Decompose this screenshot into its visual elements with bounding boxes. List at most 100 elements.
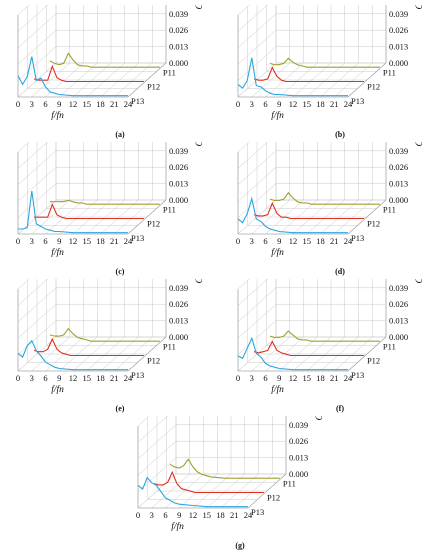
x-tick-label: 21 bbox=[230, 510, 239, 520]
z-tick-label: 0.039 bbox=[389, 283, 408, 293]
z-axis-label: Cp bbox=[415, 279, 425, 284]
series-label-p13: P13 bbox=[351, 96, 364, 106]
x-axis-label: f/fn bbox=[51, 247, 64, 258]
x-tick-label: 3 bbox=[30, 236, 34, 246]
x-tick-label: 15 bbox=[203, 510, 212, 520]
z-tick-label: 0.013 bbox=[169, 179, 188, 189]
z-tick-label: 0.000 bbox=[389, 332, 408, 342]
chart-grid bbox=[237, 5, 387, 98]
x-tick-label: 6 bbox=[43, 236, 47, 246]
x-tick-label: 6 bbox=[43, 373, 47, 383]
z-tick-label: 0.000 bbox=[389, 195, 408, 205]
x-tick-label: 15 bbox=[303, 373, 312, 383]
series-label-p12: P12 bbox=[147, 219, 160, 229]
x-tick-label: 21 bbox=[330, 236, 339, 246]
chart-panel-6: P11P12P1303691215182124f/fn0.0650.0520.0… bbox=[236, 279, 425, 413]
z-tick-label: 0.000 bbox=[289, 469, 308, 479]
z-tick-label: 0.000 bbox=[169, 195, 188, 205]
series-label-p13: P13 bbox=[131, 370, 144, 380]
x-tick-label: 6 bbox=[263, 236, 267, 246]
z-tick-label: 0.000 bbox=[169, 332, 188, 342]
x-axis-label: f/fn bbox=[271, 110, 284, 121]
x-tick-label: 21 bbox=[330, 373, 339, 383]
x-tick-label: 24 bbox=[124, 236, 133, 246]
x-tick-label: 24 bbox=[344, 236, 353, 246]
series-line-p12 bbox=[253, 340, 364, 357]
series-label-p11: P11 bbox=[163, 204, 176, 214]
series-line-p13 bbox=[18, 191, 128, 234]
series-label-p12: P12 bbox=[367, 82, 380, 92]
x-tick-label: 3 bbox=[250, 236, 254, 246]
x-tick-label: 9 bbox=[177, 510, 181, 520]
x-tick-label: 6 bbox=[163, 510, 167, 520]
x-tick-label: 12 bbox=[289, 373, 298, 383]
chart-panel-2: P11P12P1303691215182124f/fn0.0650.0520.0… bbox=[236, 5, 425, 139]
series-line-p13 bbox=[237, 196, 348, 234]
x-tick-label: 21 bbox=[110, 99, 119, 109]
x-tick-label: 0 bbox=[236, 99, 240, 109]
z-tick-label: 0.039 bbox=[169, 146, 188, 156]
series-label-p11: P11 bbox=[383, 341, 396, 351]
series-line-p13 bbox=[17, 339, 128, 371]
series-line-p12 bbox=[33, 64, 144, 83]
x-tick-label: 3 bbox=[250, 373, 254, 383]
chart-grid bbox=[237, 142, 387, 235]
z-tick-label: 0.026 bbox=[389, 299, 408, 309]
series-label-p11: P11 bbox=[163, 67, 176, 77]
x-tick-label: 6 bbox=[43, 99, 47, 109]
z-tick-label: 0.013 bbox=[289, 453, 308, 463]
series-line-p12 bbox=[253, 66, 364, 83]
panel-label: (a) bbox=[115, 130, 125, 139]
x-tick-label: 0 bbox=[136, 510, 140, 520]
x-tick-label: 3 bbox=[150, 510, 154, 520]
chart-panel-1: P11P12P1303691215182124f/fn0.0650.0520.0… bbox=[16, 5, 205, 139]
x-tick-label: 0 bbox=[236, 373, 240, 383]
x-tick-label: 9 bbox=[57, 236, 61, 246]
chart-panel-4: P11P12P1303691215182124f/fn0.0650.0520.0… bbox=[236, 142, 425, 276]
x-tick-label: 0 bbox=[236, 236, 240, 246]
series-line-p13 bbox=[17, 56, 128, 97]
series-label-p13: P13 bbox=[351, 370, 364, 380]
x-tick-label: 0 bbox=[16, 99, 20, 109]
chart-grid bbox=[17, 279, 167, 372]
z-axis-label: Cp bbox=[195, 279, 205, 284]
x-tick-label: 18 bbox=[316, 99, 325, 109]
z-axis-label: Cp bbox=[195, 142, 205, 147]
series-label-p11: P11 bbox=[163, 341, 176, 351]
series-label-p13: P13 bbox=[131, 233, 144, 243]
chart-grid bbox=[17, 142, 167, 235]
x-tick-label: 12 bbox=[289, 236, 298, 246]
x-tick-label: 18 bbox=[96, 99, 105, 109]
panel-label: (d) bbox=[335, 267, 345, 276]
series-line-p11 bbox=[49, 327, 160, 342]
panel-label: (f) bbox=[336, 404, 344, 413]
x-tick-label: 18 bbox=[216, 510, 225, 520]
series-label-p13: P13 bbox=[131, 96, 144, 106]
series-line-p12 bbox=[253, 201, 364, 220]
z-axis-label: Cp bbox=[315, 416, 325, 421]
z-axis-label: Cp bbox=[195, 5, 205, 10]
series-label-p11: P11 bbox=[283, 478, 296, 488]
chart-grid bbox=[137, 416, 287, 509]
series-line-p12 bbox=[33, 337, 144, 357]
z-tick-label: 0.039 bbox=[289, 420, 308, 430]
series-label-p12: P12 bbox=[267, 493, 280, 503]
series-label-p12: P12 bbox=[367, 219, 380, 229]
series-label-p12: P12 bbox=[147, 82, 160, 92]
series-line-p11 bbox=[269, 57, 380, 68]
x-tick-label: 3 bbox=[250, 99, 254, 109]
panel-label: (c) bbox=[116, 267, 125, 276]
z-tick-label: 0.013 bbox=[389, 42, 408, 52]
x-tick-label: 15 bbox=[83, 99, 92, 109]
z-tick-label: 0.013 bbox=[169, 42, 188, 52]
z-tick-label: 0.026 bbox=[169, 299, 188, 309]
series-label-p11: P11 bbox=[383, 67, 396, 77]
chart-panel-3: P11P12P1303691215182124f/fn0.0650.0520.0… bbox=[16, 142, 205, 276]
panel-label: (e) bbox=[116, 404, 125, 413]
x-tick-label: 18 bbox=[96, 373, 105, 383]
x-tick-label: 9 bbox=[57, 99, 61, 109]
series-line-p11 bbox=[49, 52, 160, 68]
x-tick-label: 12 bbox=[189, 510, 198, 520]
z-tick-label: 0.013 bbox=[169, 316, 188, 326]
x-tick-label: 24 bbox=[124, 373, 133, 383]
